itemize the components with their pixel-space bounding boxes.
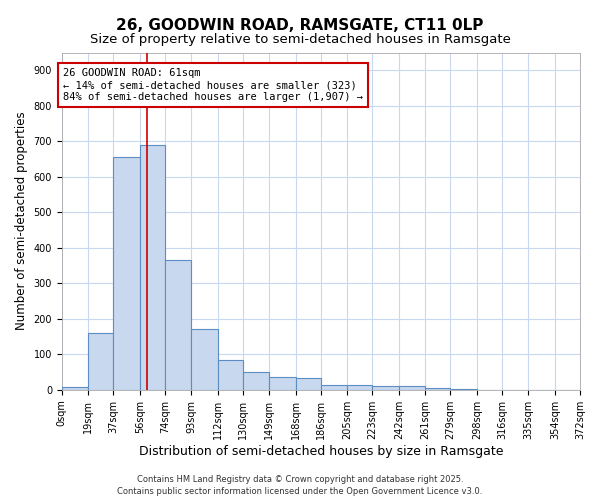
- Bar: [296, 378, 321, 390]
- Bar: [321, 384, 347, 390]
- Bar: [62, 387, 88, 390]
- Text: 26 GOODWIN ROAD: 61sqm
← 14% of semi-detached houses are smaller (323)
84% of se: 26 GOODWIN ROAD: 61sqm ← 14% of semi-det…: [63, 68, 363, 102]
- Bar: [191, 330, 218, 390]
- Bar: [165, 260, 191, 390]
- Bar: [113, 158, 140, 390]
- Text: 26, GOODWIN ROAD, RAMSGATE, CT11 0LP: 26, GOODWIN ROAD, RAMSGATE, CT11 0LP: [116, 18, 484, 32]
- Y-axis label: Number of semi-detached properties: Number of semi-detached properties: [15, 112, 28, 330]
- Bar: [399, 386, 425, 390]
- Bar: [243, 372, 269, 390]
- Text: Contains HM Land Registry data © Crown copyright and database right 2025.
Contai: Contains HM Land Registry data © Crown c…: [118, 474, 482, 496]
- X-axis label: Distribution of semi-detached houses by size in Ramsgate: Distribution of semi-detached houses by …: [139, 444, 503, 458]
- Bar: [425, 388, 451, 390]
- Bar: [218, 360, 243, 390]
- Bar: [347, 385, 373, 390]
- Text: Size of property relative to semi-detached houses in Ramsgate: Size of property relative to semi-detach…: [89, 32, 511, 46]
- Bar: [451, 389, 477, 390]
- Bar: [373, 386, 399, 390]
- Bar: [269, 376, 296, 390]
- Bar: [140, 145, 165, 390]
- Bar: [88, 333, 113, 390]
